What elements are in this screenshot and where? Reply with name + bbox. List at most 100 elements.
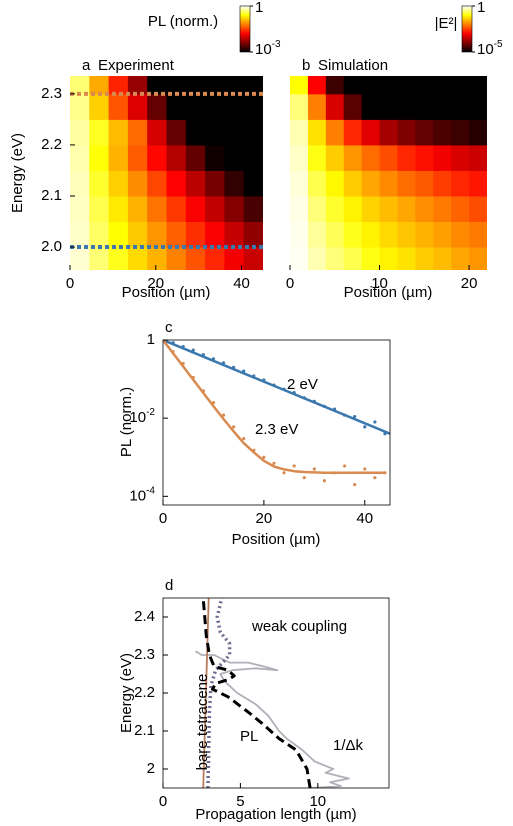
tick-label: 2.2	[134, 684, 155, 701]
tick-label: 1	[255, 0, 263, 16]
heatmap-cell	[451, 247, 470, 270]
heatmap-cell	[185, 76, 206, 95]
heatmap-cell	[433, 93, 452, 120]
heatmap-cell	[205, 119, 225, 146]
heatmap-cell	[108, 119, 129, 146]
data-point	[272, 461, 276, 465]
panel-letter: d	[165, 577, 173, 594]
heatmap-cell	[290, 144, 309, 171]
heatmap-cell	[108, 195, 129, 222]
tick-label: 1	[477, 0, 485, 16]
heatmap-cell	[397, 247, 416, 270]
heatmap-cell	[433, 170, 452, 197]
annotation: bare tetracene	[194, 674, 211, 771]
annotation: 1/Δk	[333, 737, 364, 754]
heatmap-cell	[451, 93, 470, 120]
tick-label: 2.0	[41, 238, 62, 255]
data-point	[343, 464, 347, 468]
heatmap-cell	[343, 144, 363, 171]
tick-label: 40	[356, 510, 373, 527]
heatmap-cell	[224, 76, 245, 95]
heatmap-cell	[325, 195, 345, 222]
tick-label-exponent: -3	[272, 39, 281, 50]
data-line	[163, 340, 390, 435]
heatmap-cell	[307, 170, 327, 197]
heatmap-cell	[290, 170, 309, 197]
heatmap-cell	[127, 76, 148, 95]
x-axis-label: Position (µm)	[122, 284, 211, 301]
colorbar-label: |E²|	[435, 15, 458, 32]
tick-label-exponent: -5	[494, 39, 503, 50]
heatmap-cell	[70, 170, 90, 197]
heatmap-cell	[343, 93, 363, 120]
heatmap-cell	[147, 144, 167, 171]
heatmap-cell	[127, 221, 148, 248]
heatmap-cell	[397, 119, 416, 146]
heatmap-cell	[361, 119, 381, 146]
series-group	[195, 598, 350, 788]
tick-label: 40	[233, 275, 250, 292]
heatmap-cell	[469, 170, 487, 197]
heatmap-cell	[243, 119, 263, 146]
tick-label: 2.1	[134, 722, 155, 739]
heatmap-cell	[397, 76, 416, 95]
data-point	[322, 479, 327, 483]
heatmap-cell	[307, 93, 327, 120]
tick-label: 20	[147, 275, 164, 292]
heatmap-cell	[343, 119, 363, 146]
heatmap-cell	[469, 119, 487, 146]
heatmap	[70, 76, 263, 270]
x-axis-label: Position (µm)	[232, 531, 321, 548]
x-axis-label: Propagation length (µm)	[195, 806, 356, 823]
heatmap-cell	[433, 76, 452, 95]
data-point	[312, 467, 316, 471]
heatmap-cell	[325, 247, 345, 270]
tick-label: 2.3	[134, 646, 155, 663]
heatmap-cell	[307, 221, 327, 248]
heatmap-cell	[325, 119, 345, 146]
annotation: 2.3 eV	[255, 421, 298, 438]
tick-label: 2	[147, 760, 155, 777]
heatmap-cell	[325, 144, 345, 171]
heatmap-cell	[224, 144, 245, 171]
tick-label: 0	[159, 793, 167, 810]
heatmap-cell	[379, 170, 398, 197]
heatmap-cell	[243, 195, 263, 222]
heatmap-cell	[451, 76, 470, 95]
heatmap-cell	[290, 76, 309, 95]
y-axis-label: PL (norm.)	[118, 387, 135, 457]
heatmap-cell	[379, 247, 398, 270]
heatmap-cell	[290, 221, 309, 248]
panel-title: Simulation	[318, 57, 388, 74]
heatmap-cell	[205, 144, 225, 171]
data-point	[262, 455, 266, 459]
heatmap-cell	[307, 76, 327, 95]
tick-label: 2.3	[41, 85, 62, 102]
heatmap-cell	[433, 144, 452, 171]
heatmap-cell	[361, 144, 381, 171]
heatmap-cell	[127, 247, 148, 270]
heatmap-cell	[127, 195, 148, 222]
heatmap-cell	[108, 93, 129, 120]
colorbar	[461, 5, 473, 53]
heatmap-cell	[469, 144, 487, 171]
heatmap-cell	[379, 221, 398, 248]
heatmap-cell	[433, 247, 452, 270]
heatmap-cell	[307, 195, 327, 222]
heatmap-cell	[397, 195, 416, 222]
tick-label: 0	[286, 275, 294, 292]
heatmap-cell	[185, 119, 206, 146]
heatmap-cell	[89, 93, 110, 120]
plot-area	[163, 340, 390, 505]
heatmap-cell	[70, 119, 90, 146]
tick-label-exponent: -2	[146, 407, 155, 418]
heatmap-cell	[451, 221, 470, 248]
heatmap-cell	[147, 93, 167, 120]
heatmap-cell	[397, 144, 416, 171]
heatmap-cell	[379, 93, 398, 120]
heatmap-cell	[166, 247, 187, 270]
data-point	[353, 414, 357, 419]
heatmap-cell	[415, 119, 434, 146]
tick-label: 20	[256, 510, 273, 527]
tick-label: 2.2	[41, 136, 62, 153]
